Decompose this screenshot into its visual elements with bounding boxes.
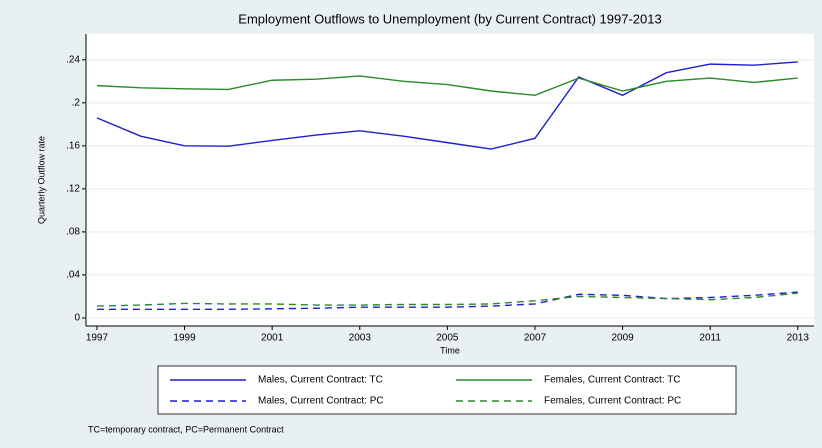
y-tick-label: .08 xyxy=(66,227,80,238)
series-line xyxy=(96,61,798,150)
y-tick-label: .16 xyxy=(66,140,80,151)
x-tick-label: 2009 xyxy=(611,333,634,344)
x-tick-label: 2001 xyxy=(261,333,284,344)
x-tick-label: 1999 xyxy=(173,333,196,344)
series-line xyxy=(96,291,798,311)
x-tick-label: 2005 xyxy=(436,333,459,344)
x-tick-label: 2007 xyxy=(524,333,547,344)
x-tick-label: 2003 xyxy=(349,333,372,344)
series-line xyxy=(96,75,798,97)
plot-area xyxy=(86,34,814,326)
y-tick-label: 0 xyxy=(74,313,80,324)
y-axis-label: Quarterly Outflow rate xyxy=(36,136,46,224)
legend-label: Males, Current Contract: PC xyxy=(258,396,384,407)
y-tick-label: .2 xyxy=(72,97,81,108)
y-tick-label: .24 xyxy=(66,54,80,65)
legend-label: Females, Current Contract: PC xyxy=(544,396,681,407)
legend xyxy=(157,365,737,415)
series-line xyxy=(96,292,798,307)
x-tick-label: 1997 xyxy=(86,333,109,344)
note: TC=temporary contract, PC=Permanent Cont… xyxy=(88,424,284,434)
y-tick-label: .04 xyxy=(66,270,80,281)
chart-title: Employment Outflows to Unemployment (by … xyxy=(238,11,661,26)
y-tick-label: .12 xyxy=(66,184,80,195)
x-axis-label: Time xyxy=(440,345,460,355)
x-tick-label: 2013 xyxy=(787,333,810,344)
legend-label: Males, Current Contract: TC xyxy=(258,375,383,386)
legend-label: Females, Current Contract: TC xyxy=(544,375,681,386)
x-tick-label: 2011 xyxy=(699,333,721,344)
